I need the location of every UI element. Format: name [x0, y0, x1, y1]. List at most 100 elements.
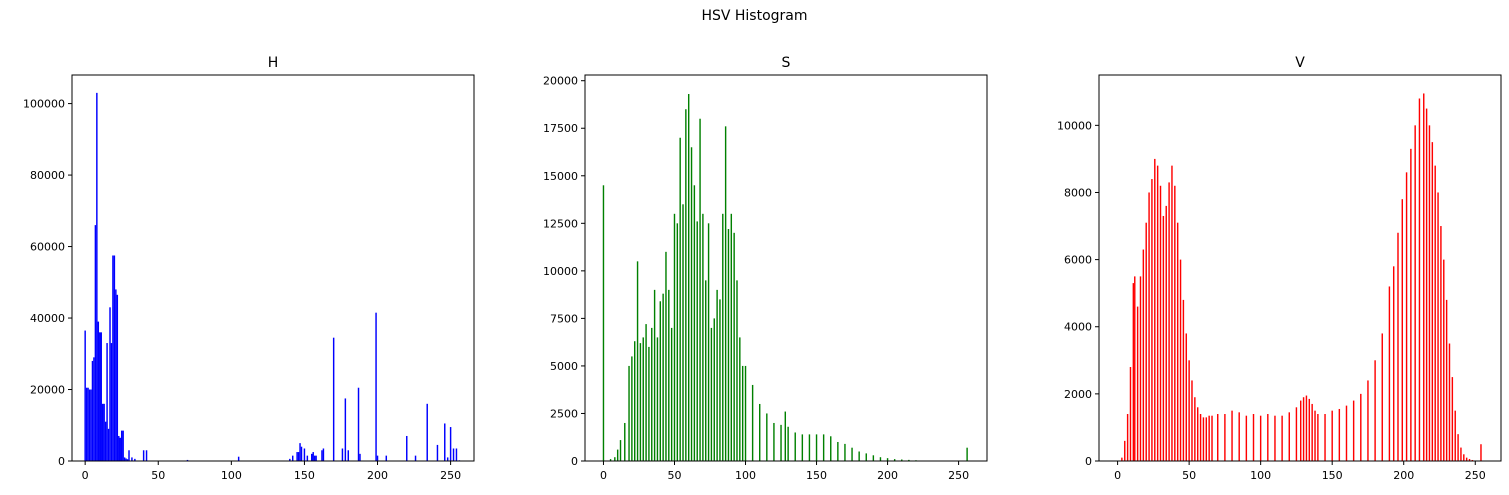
bar [1423, 93, 1425, 462]
x-tick-label: 150 [1322, 469, 1343, 482]
bar [426, 403, 428, 461]
bar [1308, 398, 1311, 461]
bar [787, 426, 789, 461]
bar [815, 434, 818, 461]
bar [1142, 249, 1145, 461]
bar [642, 337, 644, 461]
bar [1405, 172, 1408, 461]
bar [1188, 360, 1190, 461]
bar [662, 293, 664, 461]
bar [719, 299, 721, 461]
bar [452, 448, 455, 461]
bar [656, 337, 659, 461]
bar [1360, 393, 1362, 461]
bar [359, 453, 361, 461]
y-tick-label: 10000 [1057, 119, 1092, 132]
bar [1352, 400, 1355, 461]
bar [406, 435, 408, 461]
bar [1454, 410, 1456, 461]
bar [1252, 414, 1255, 461]
bar [1410, 148, 1412, 461]
bar [104, 421, 107, 461]
x-tick-label: 150 [806, 469, 827, 482]
bar [376, 455, 379, 461]
bar [109, 307, 111, 461]
bar [1191, 380, 1193, 461]
bar [1300, 400, 1302, 461]
bar [739, 337, 741, 461]
bar [119, 437, 121, 461]
bar [966, 447, 968, 461]
bar [1134, 276, 1136, 461]
bar [101, 403, 104, 461]
bar [1267, 414, 1269, 461]
y-tick-label: 7500 [550, 312, 578, 325]
bar [444, 423, 446, 461]
bar [97, 321, 100, 461]
bar [1136, 306, 1139, 461]
bar [112, 255, 114, 461]
bar [1331, 410, 1333, 461]
bar [1151, 179, 1153, 462]
bar [844, 443, 846, 461]
bar [837, 441, 839, 461]
bar [872, 455, 875, 461]
bar [1460, 447, 1462, 461]
bar [300, 446, 303, 461]
y-tick-label: 15000 [543, 170, 578, 183]
bar [766, 413, 768, 461]
x-tick-label: 50 [151, 469, 165, 482]
bar [1465, 457, 1468, 461]
bar [665, 251, 667, 461]
bar [648, 346, 650, 461]
bar [110, 343, 113, 461]
bar [1238, 412, 1240, 461]
x-tick-label: 150 [294, 469, 315, 482]
bar [414, 455, 417, 461]
panel-v: 0 50 100 150 200 250 0 2000 4000 6000 8000 10000 V [1057, 55, 1502, 482]
bar [1154, 158, 1156, 461]
bar [822, 434, 825, 461]
bar [693, 185, 696, 462]
bar [1148, 192, 1150, 462]
bar [322, 448, 325, 461]
bar [344, 398, 347, 461]
bar [299, 443, 301, 461]
bar [1162, 215, 1165, 461]
bar [851, 447, 853, 461]
bar [332, 337, 335, 461]
bar [1443, 259, 1445, 461]
bar [1418, 98, 1421, 461]
bar [93, 357, 95, 461]
bar [85, 387, 88, 461]
bar [1431, 142, 1434, 461]
bar [116, 294, 119, 461]
bar [687, 94, 690, 461]
bar [1314, 410, 1316, 461]
bar [653, 289, 656, 461]
y-tick-label: 80000 [30, 169, 65, 182]
bar [1317, 414, 1319, 461]
x-tick-label: 250 [948, 469, 969, 482]
x-tick-label: 100 [221, 469, 242, 482]
bar [645, 324, 647, 461]
bar [722, 213, 724, 461]
bar [634, 341, 636, 461]
bar [1397, 232, 1399, 461]
bar [784, 411, 786, 461]
bar [106, 343, 108, 461]
x-tick-label: 100 [1250, 469, 1271, 482]
bar [237, 456, 240, 461]
bar [90, 389, 92, 461]
bar [347, 450, 350, 461]
x-tick-label: 100 [735, 469, 756, 482]
y-tick-label: 2000 [1064, 388, 1092, 401]
bar [741, 365, 744, 461]
y-tick-label: 4000 [1064, 321, 1092, 334]
y-tick-label: 40000 [30, 312, 65, 325]
bar [1414, 125, 1416, 461]
bar [668, 289, 670, 461]
bar [321, 450, 323, 461]
bar [128, 450, 130, 461]
